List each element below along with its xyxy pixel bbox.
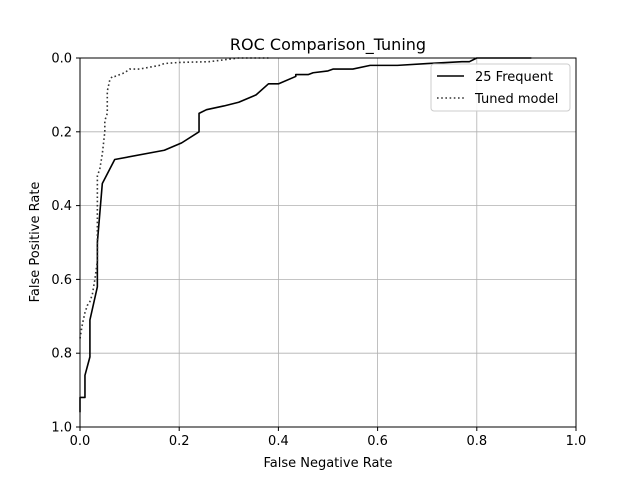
grid bbox=[79, 57, 577, 428]
x-tick-label: 0.4 bbox=[268, 434, 289, 449]
y-tick-label: 0.4 bbox=[51, 199, 72, 214]
x-tick-label: 0.2 bbox=[169, 434, 190, 449]
legend-label-tuned-model: Tuned model bbox=[474, 92, 558, 107]
x-tick-label: 0.0 bbox=[70, 434, 91, 449]
series-layer bbox=[79, 57, 532, 413]
plot-area bbox=[80, 58, 576, 427]
x-axis-label: False Negative Rate bbox=[263, 456, 392, 471]
series-line-25-frequent bbox=[79, 57, 532, 413]
legend-box bbox=[430, 63, 571, 112]
y-tick-label: 0.0 bbox=[51, 52, 72, 67]
x-tick-label: 0.6 bbox=[367, 434, 388, 449]
y-tick-label: 0.2 bbox=[51, 125, 72, 140]
chart-title: ROC Comparison_Tuning bbox=[230, 35, 426, 55]
y-tick-label: 0.6 bbox=[51, 273, 72, 288]
ticks: 0.0 0.2 0.4 0.6 0.8 1.00.00.20.40.60.81.0 bbox=[51, 52, 586, 450]
legend: 25 Frequent Tuned model bbox=[430, 63, 571, 112]
x-tick-label: 0.8 bbox=[466, 434, 487, 449]
x-tick-label: 1.0 bbox=[566, 434, 587, 449]
legend-label-25-frequent: 25 Frequent bbox=[475, 70, 553, 85]
y-tick-label: 1.0 bbox=[51, 421, 72, 436]
series-line-tuned-model bbox=[79, 57, 269, 339]
y-axis-label: False Positive Rate bbox=[28, 182, 43, 303]
plot-frame bbox=[79, 57, 577, 428]
y-tick-label: 0.8 bbox=[51, 347, 72, 362]
